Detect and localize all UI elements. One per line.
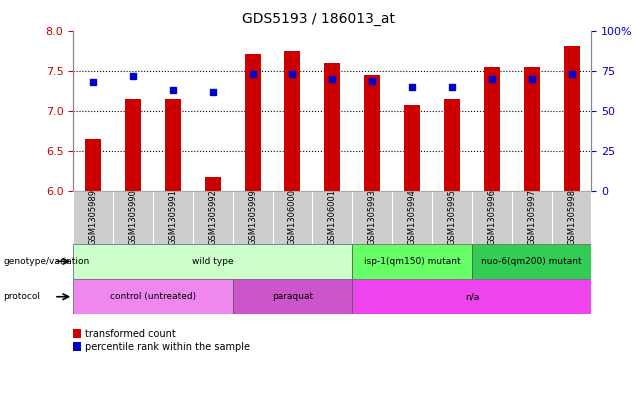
Bar [352,244,472,279]
Bar [312,191,352,244]
Text: nuo-6(qm200) mutant: nuo-6(qm200) mutant [481,257,582,266]
Bar [73,191,113,244]
Bar [392,191,432,244]
Bar [272,191,312,244]
Text: n/a: n/a [465,292,479,301]
Bar [352,191,392,244]
Bar [205,177,221,191]
Text: GSM1305991: GSM1305991 [169,189,177,245]
Text: control (untreated): control (untreated) [110,292,196,301]
Bar [324,63,340,191]
Text: paraquat: paraquat [272,292,313,301]
Bar [484,67,500,191]
Text: GSM1305993: GSM1305993 [368,189,377,245]
Bar [153,191,193,244]
Text: GSM1305992: GSM1305992 [208,189,217,245]
Bar [193,191,233,244]
Bar [563,46,579,191]
Text: wild type: wild type [192,257,233,266]
Text: GSM1306000: GSM1306000 [288,189,297,245]
Text: isp-1(qm150) mutant: isp-1(qm150) mutant [364,257,460,266]
Bar [523,67,540,191]
Bar [472,244,591,279]
Bar [245,54,261,191]
Bar [113,191,153,244]
Bar [125,99,141,191]
Text: GSM1305989: GSM1305989 [88,189,97,245]
Text: transformed count: transformed count [85,329,176,339]
Text: GSM1305995: GSM1305995 [448,189,457,245]
Text: protocol: protocol [3,292,40,301]
Bar [432,191,472,244]
Bar [73,279,233,314]
Text: GSM1305998: GSM1305998 [567,189,576,245]
Text: percentile rank within the sample: percentile rank within the sample [85,342,249,352]
Bar [284,51,300,191]
Text: GDS5193 / 186013_at: GDS5193 / 186013_at [242,12,394,26]
Bar [512,191,551,244]
Bar [233,279,352,314]
Text: GSM1305996: GSM1305996 [487,189,496,245]
Bar [165,99,181,191]
Bar [472,191,512,244]
Text: GSM1305994: GSM1305994 [408,189,417,245]
Text: GSM1305999: GSM1305999 [248,189,257,245]
Bar [551,191,591,244]
Bar [364,75,380,191]
Text: genotype/variation: genotype/variation [3,257,90,266]
Text: GSM1306001: GSM1306001 [328,189,337,245]
Text: GSM1305997: GSM1305997 [527,189,536,245]
Bar [73,244,352,279]
Text: GSM1305990: GSM1305990 [128,189,137,245]
Bar [352,279,591,314]
Bar [444,99,460,191]
Bar [85,139,101,191]
Bar [233,191,272,244]
Bar [404,105,420,191]
